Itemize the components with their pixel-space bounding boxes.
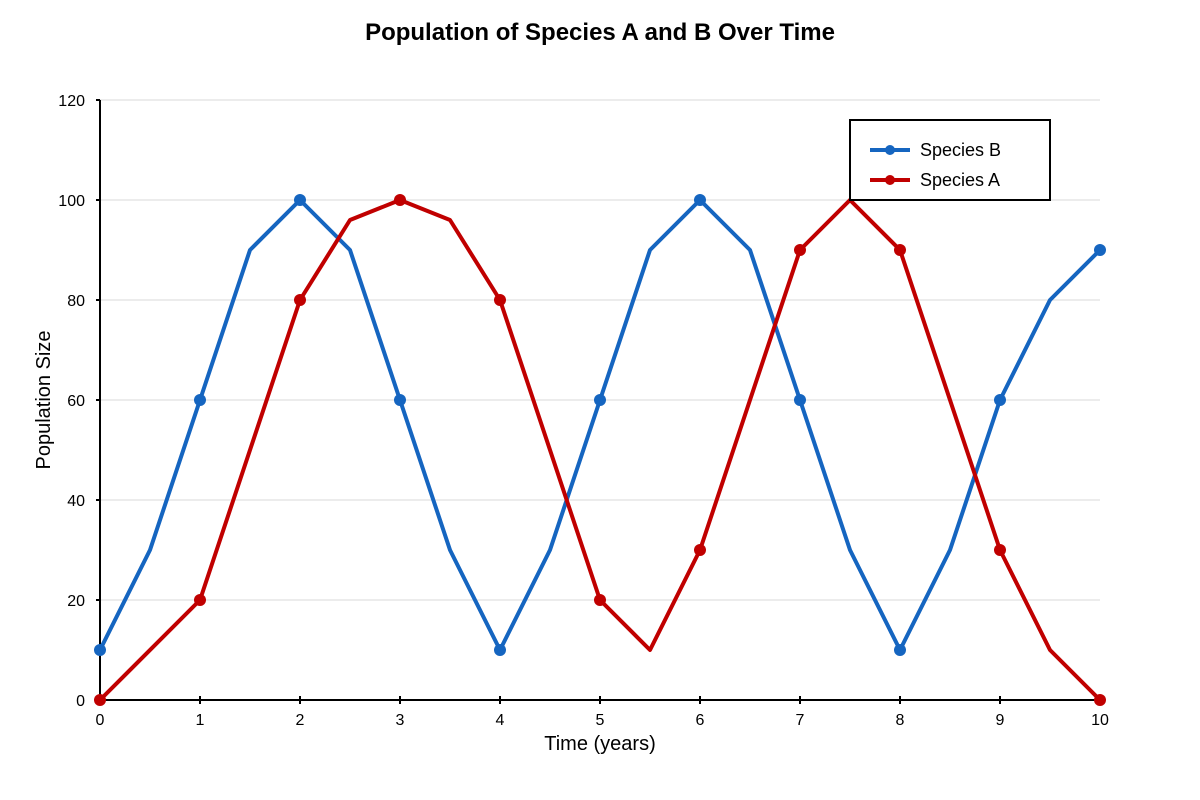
series-line-species-a (98, 198, 1102, 702)
legend-marker-species-b (885, 145, 895, 155)
x-tick-label-7: 7 (796, 712, 805, 729)
y-tick-label-0: 0 (76, 693, 85, 710)
data-point-species-a-6 (694, 544, 706, 556)
series-layer (94, 194, 1106, 706)
x-tick-label-2: 2 (296, 712, 305, 729)
data-point-species-b-4 (494, 644, 506, 656)
series-line-species-b (98, 198, 1102, 652)
y-tick-label-60: 60 (67, 393, 85, 410)
x-axis-ticks: 0 1 2 3 4 5 6 7 8 9 10 (96, 696, 1109, 729)
y-tick-label-120: 120 (58, 93, 85, 110)
data-point-species-b-5 (594, 394, 606, 406)
data-point-species-a-1 (194, 594, 206, 606)
data-point-species-a-8 (894, 244, 906, 256)
y-axis-ticks: 0 20 40 60 80 100 120 (58, 93, 100, 710)
legend-marker-species-a (885, 175, 895, 185)
data-point-species-b-2 (294, 194, 306, 206)
x-axis-label: Time (years) (544, 733, 655, 755)
x-tick-label-10: 10 (1091, 712, 1109, 729)
y-tick-label-80: 80 (67, 293, 85, 310)
data-point-species-a-3 (394, 194, 406, 206)
legend-box (849, 119, 1051, 201)
data-point-species-a-2 (294, 294, 306, 306)
data-point-species-b-8 (894, 644, 906, 656)
x-tick-label-8: 8 (896, 712, 905, 729)
x-tick-label-4: 4 (496, 712, 505, 729)
x-tick-label-1: 1 (196, 712, 205, 729)
data-point-species-b-1 (194, 394, 206, 406)
data-point-species-a-7 (794, 244, 806, 256)
legend-label-species-b: Species B (920, 140, 1001, 160)
y-tick-label-40: 40 (67, 493, 85, 510)
data-point-species-a-10 (1094, 694, 1106, 706)
x-tick-label-9: 9 (996, 712, 1005, 729)
data-point-species-a-9 (994, 544, 1006, 556)
data-point-species-b-3 (394, 394, 406, 406)
data-point-species-b-10 (1094, 244, 1106, 256)
x-tick-label-3: 3 (396, 712, 405, 729)
data-point-species-a-5 (594, 594, 606, 606)
data-point-species-b-9 (994, 394, 1006, 406)
x-tick-label-0: 0 (96, 712, 105, 729)
legend: Species B Species A (849, 119, 1051, 201)
y-tick-label-20: 20 (67, 593, 85, 610)
legend-label-species-a: Species A (920, 170, 1000, 190)
x-tick-label-6: 6 (696, 712, 705, 729)
data-point-species-b-7 (794, 394, 806, 406)
data-point-species-a-0 (94, 694, 106, 706)
y-axis-label: Population Size (33, 331, 55, 470)
x-tick-label-5: 5 (596, 712, 605, 729)
series-species-b (94, 194, 1106, 656)
y-tick-label-100: 100 (58, 193, 85, 210)
series-species-a (94, 194, 1106, 706)
data-point-species-b-0 (94, 644, 106, 656)
data-point-species-b-6 (694, 194, 706, 206)
data-point-species-a-4 (494, 294, 506, 306)
chart-title: Population of Species A and B Over Time (365, 19, 835, 46)
